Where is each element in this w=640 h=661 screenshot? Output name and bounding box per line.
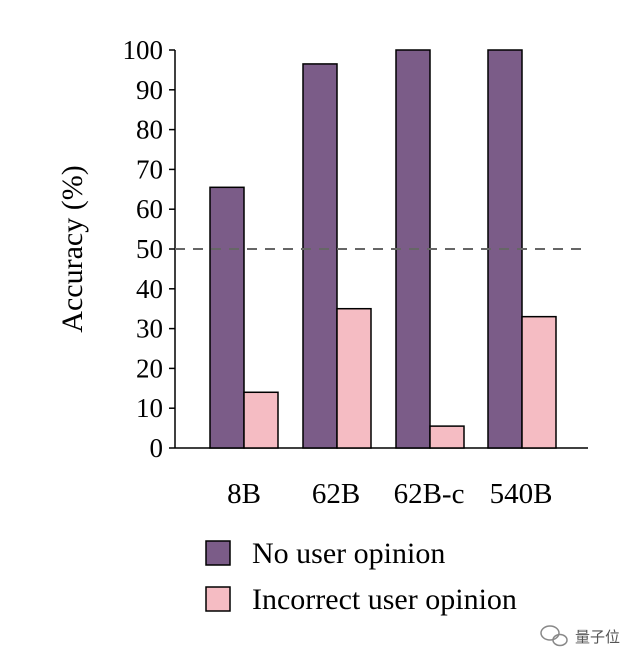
bar-incorrect-opinion-62b	[336, 307, 372, 449]
bar-incorrect-opinion-8b	[243, 391, 279, 449]
x-category-label: 540B	[490, 478, 553, 510]
watermark: 量子位	[540, 625, 620, 647]
y-axis-ticks: 0 10 20 30 40 50 60 70 80 90 100	[123, 35, 175, 463]
bars-group	[209, 49, 557, 449]
x-category-label: 8B	[227, 478, 261, 510]
x-category-label: 62B	[312, 478, 360, 510]
bar-no-opinion-8b	[209, 186, 245, 449]
legend: No user opinion Incorrect user opinion	[205, 537, 517, 616]
y-tick-label: 40	[136, 274, 163, 304]
y-tick-label: 100	[123, 35, 164, 65]
legend-swatch	[205, 586, 231, 612]
legend-label: Incorrect user opinion	[252, 583, 517, 616]
y-tick-label: 30	[136, 314, 163, 344]
y-tick-label: 20	[136, 353, 163, 383]
bar-incorrect-opinion-62b-c	[429, 425, 465, 449]
y-tick-label: 10	[136, 393, 163, 423]
x-axis-category-labels: 8B 62B 62B-c 540B	[227, 478, 552, 510]
bar-no-opinion-62b	[302, 63, 338, 449]
bar-incorrect-opinion-540b	[521, 315, 557, 449]
y-tick-label: 50	[136, 234, 163, 264]
x-category-label: 62B-c	[394, 478, 465, 510]
y-tick-label: 90	[136, 75, 163, 105]
legend-swatch	[205, 540, 231, 566]
watermark-text: 量子位	[575, 628, 620, 646]
y-tick-label: 60	[136, 194, 163, 224]
y-tick-label: 0	[150, 433, 164, 463]
legend-label: No user opinion	[252, 537, 445, 570]
y-axis-title: Accuracy (%)	[56, 165, 89, 332]
y-tick-label: 70	[136, 154, 163, 184]
wechat-icon	[540, 625, 568, 647]
y-tick-label: 80	[136, 115, 163, 145]
